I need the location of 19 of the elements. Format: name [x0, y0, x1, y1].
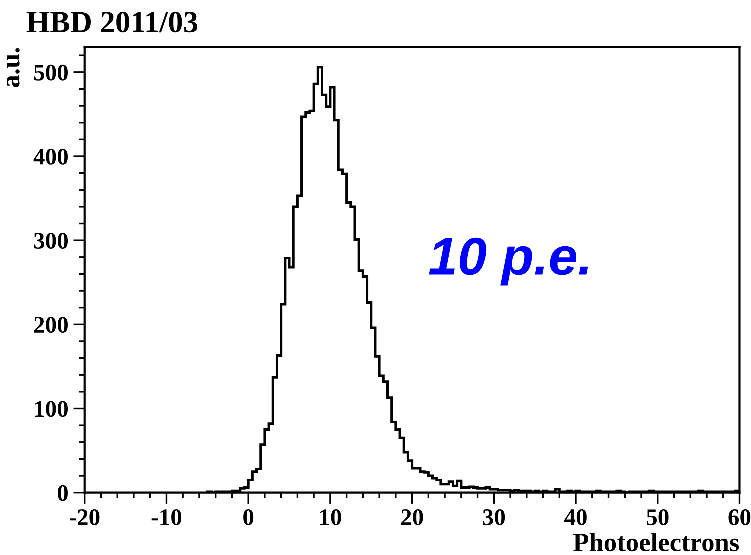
- y-tick-label: 400: [34, 148, 68, 165]
- x-tick-label: 10: [320, 509, 342, 526]
- x-tick-label: 40: [564, 509, 587, 526]
- x-tick-label: 60: [728, 509, 751, 526]
- x-tick-label: -10: [152, 509, 182, 526]
- y-axis-title: a.u.: [7, 48, 20, 88]
- x-tick-label: 30: [483, 509, 506, 526]
- x-tick-label: 20: [401, 509, 424, 526]
- x-tick-label: 0: [244, 509, 254, 526]
- y-tick-label: 300: [34, 233, 68, 249]
- y-tick-label: 100: [35, 401, 68, 418]
- y-tick-label: 200: [34, 317, 68, 334]
- y-tick-label: 0: [58, 485, 68, 502]
- x-axis-title: Photoelectrons: [574, 533, 740, 552]
- annotation: 10 p.e.: [429, 238, 588, 286]
- y-tick-label: 500: [34, 64, 68, 81]
- chart-title: HBD 2011/03: [26, 12, 198, 33]
- x-tick-label: 50: [647, 509, 669, 526]
- x-tick-label: -20: [70, 509, 100, 526]
